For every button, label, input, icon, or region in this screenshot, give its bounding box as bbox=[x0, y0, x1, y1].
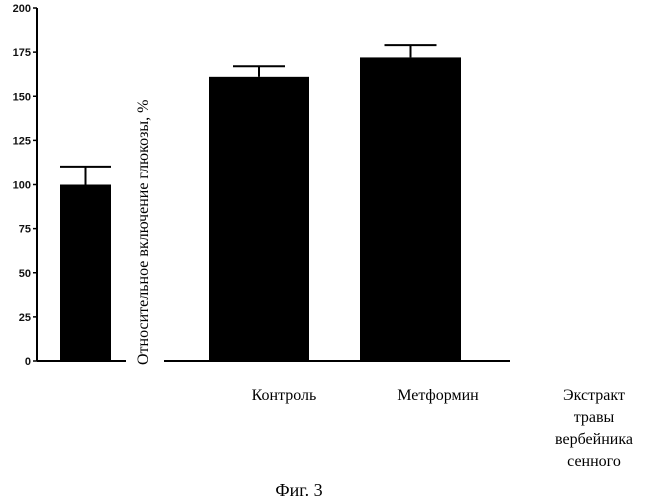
category-label: Экстракттравывербейникасенного bbox=[555, 387, 633, 470]
y-tick-label: 175 bbox=[13, 47, 31, 59]
bar bbox=[209, 77, 309, 361]
y-tick-label: 50 bbox=[19, 268, 31, 280]
y-tick-label: 75 bbox=[19, 224, 31, 236]
figure-caption: Фиг. 3 bbox=[275, 480, 322, 500]
bar bbox=[60, 185, 111, 362]
y-axis-title: Относительное включение глюкозы, % bbox=[135, 100, 152, 365]
y-tick-label: 0 bbox=[25, 356, 31, 368]
category-label: Метформин bbox=[397, 387, 479, 404]
y-tick-label: 100 bbox=[13, 180, 31, 192]
y-tick-label: 150 bbox=[13, 91, 31, 103]
y-tick-label: 125 bbox=[13, 135, 31, 147]
bars-group bbox=[60, 45, 461, 361]
category-labels: Контроль Метформин Экстракттравывербейника… bbox=[252, 387, 633, 470]
y-tick-label: 200 bbox=[13, 3, 31, 15]
category-label: Контроль bbox=[252, 387, 317, 404]
bar bbox=[360, 57, 461, 361]
y-tick-label: 25 bbox=[19, 312, 31, 324]
